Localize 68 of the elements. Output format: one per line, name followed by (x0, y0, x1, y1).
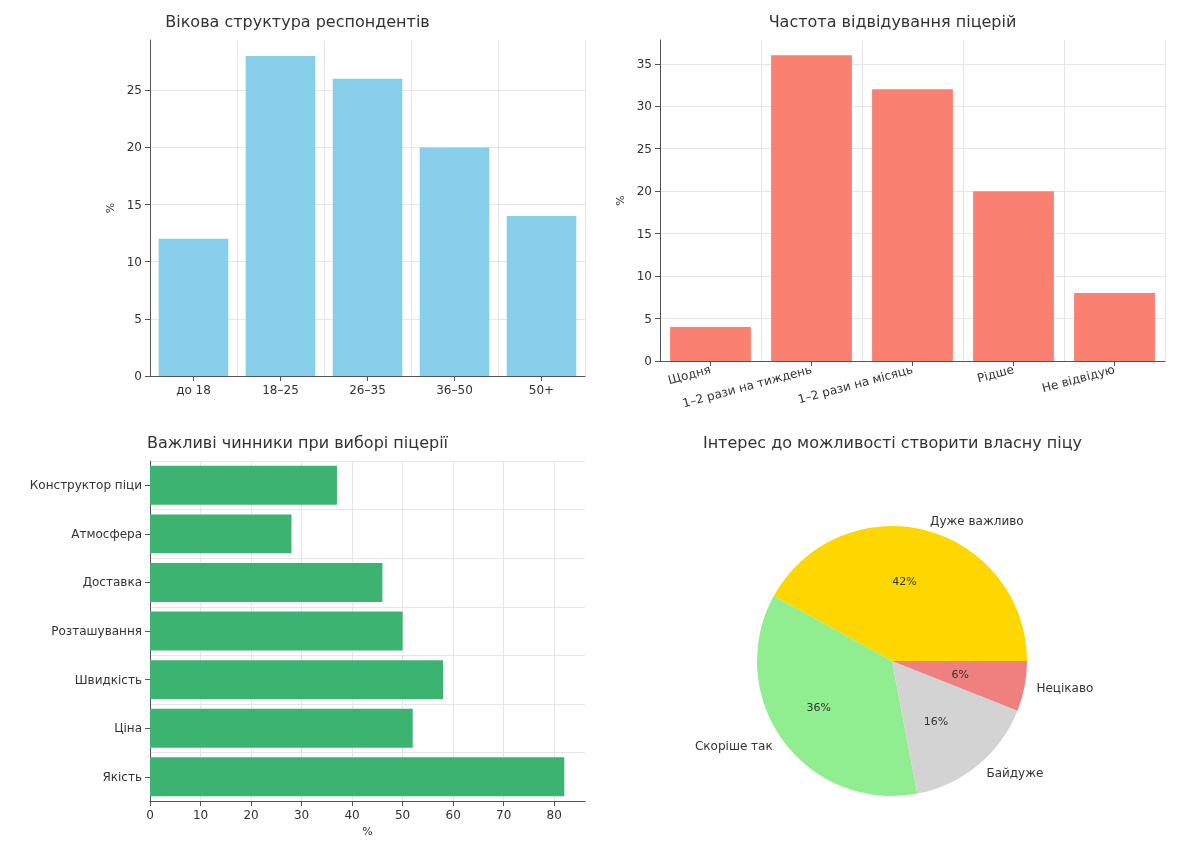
bar (245, 56, 316, 376)
bar (150, 757, 565, 797)
x-tick-label: 26–35 (349, 383, 386, 397)
x-tick-label: 80 (546, 808, 562, 823)
bar (158, 238, 229, 376)
y-tick-label: 20 (126, 140, 142, 155)
y-tick-label: 10 (126, 254, 142, 269)
y-tick-label: 15 (636, 226, 652, 241)
x-tick-label: 20 (243, 808, 259, 823)
bar (872, 89, 953, 361)
x-tick-label: 50+ (528, 383, 555, 397)
x-tick-label: 50 (394, 808, 411, 823)
bar (670, 327, 751, 361)
bar (1074, 293, 1155, 361)
x-tick-label: 30 (293, 808, 310, 823)
bar (150, 660, 444, 700)
bar (150, 708, 413, 748)
x-tick-label: 10 (192, 808, 209, 823)
slice-label: Дуже важливо (930, 513, 1024, 528)
x-tick-label: 18–25 (262, 383, 299, 397)
y-tick-label: Якість (102, 769, 142, 784)
bar (150, 563, 383, 602)
x-tick-label: 0 (146, 808, 154, 823)
y-tick-label: Атмосфера (71, 526, 142, 541)
x-tick-label: Рідше (975, 362, 1016, 386)
bar (506, 216, 577, 376)
slice-label: Байдуже (986, 765, 1044, 780)
y-tick-label: Доставка (82, 575, 142, 590)
chart-title: Інтерес до можливості створити власну піцу (702, 432, 1083, 452)
y-tick-label: Конструктор піци (29, 478, 142, 493)
y-tick-label: Ціна (114, 721, 142, 736)
y-tick-label: 35 (636, 56, 652, 71)
bar (332, 78, 403, 376)
bar (973, 191, 1054, 361)
y-tick-label: 5 (644, 311, 652, 326)
y-tick-label: 15 (126, 197, 142, 212)
y-tick-label: 5 (134, 311, 142, 326)
bar (150, 611, 403, 651)
bar (771, 55, 852, 361)
y-tick-label: Швидкість (74, 672, 142, 687)
y-tick-label: 30 (636, 99, 652, 114)
x-tick-label: 36–50 (436, 383, 473, 397)
data-label: 42% (892, 574, 917, 588)
x-tick-label: 60 (445, 808, 461, 823)
x-axis-title: % (362, 825, 373, 838)
data-label: 16% (923, 715, 949, 729)
bar (150, 465, 337, 505)
y-tick-label: 20 (636, 184, 652, 199)
x-tick-label: 70 (496, 808, 512, 823)
chart-title: Важливі чинники при виборі піцерії (146, 432, 449, 452)
slice-label: Скоріше так (694, 739, 773, 754)
y-tick-label: 10 (636, 269, 652, 284)
x-tick-label: Щодня (666, 362, 713, 388)
bar (419, 147, 490, 376)
slice-label: Нецікаво (1036, 681, 1094, 696)
x-tick-label: до 18 (176, 383, 211, 397)
y-tick-label: Розташування (51, 624, 142, 639)
chart-title: Вікова структура респондентів (165, 11, 430, 31)
data-label: 36% (806, 700, 831, 714)
bar (150, 514, 292, 554)
data-label: 6% (951, 668, 970, 682)
x-tick-label: 40 (344, 808, 360, 823)
chart-title: Частота відвідування піцерій (768, 11, 1017, 31)
y-tick-label: 25 (636, 141, 652, 156)
y-axis-title: % (103, 202, 117, 214)
y-axis-title: % (613, 195, 627, 206)
x-tick-label: Не відвідую (1040, 362, 1117, 396)
y-tick-label: 25 (126, 83, 142, 98)
